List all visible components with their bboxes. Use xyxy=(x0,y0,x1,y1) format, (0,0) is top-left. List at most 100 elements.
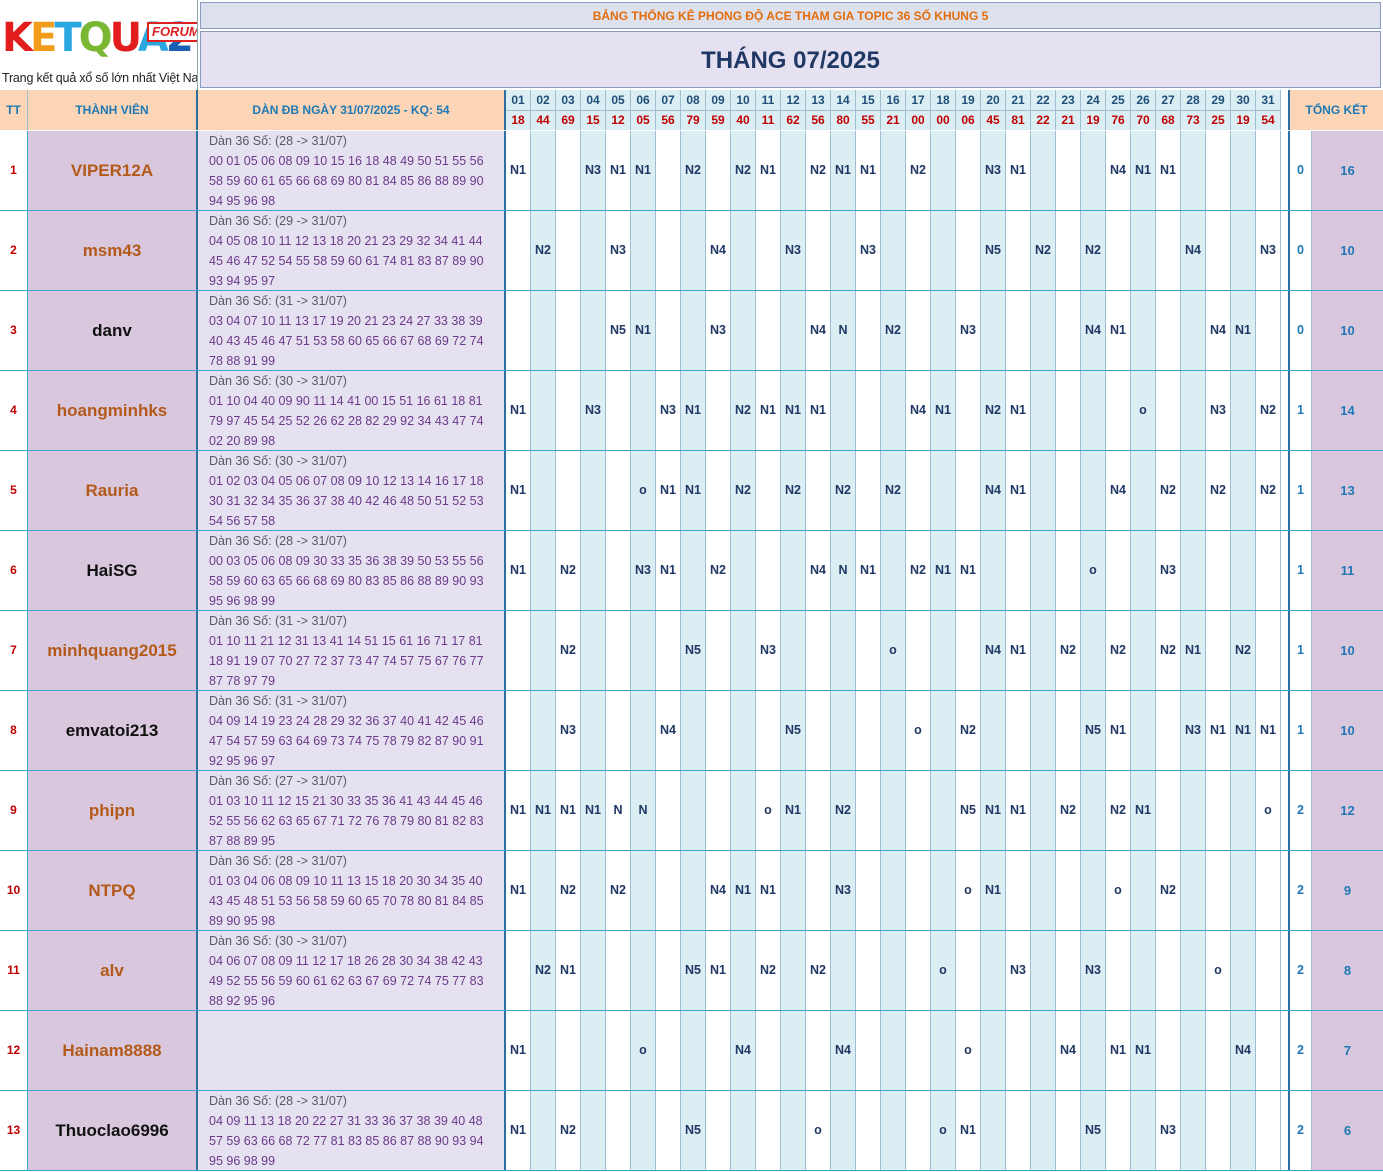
day-header: 12 xyxy=(781,90,806,110)
member-name[interactable]: msm43 xyxy=(28,211,198,290)
day-mark xyxy=(756,291,781,370)
day-mark xyxy=(1231,531,1256,610)
day-mark xyxy=(556,291,581,370)
day-result: 76 xyxy=(1106,110,1131,130)
day-mark xyxy=(956,611,981,690)
day-mark: N1 xyxy=(1006,611,1031,690)
day-mark xyxy=(1031,291,1056,370)
member-row[interactable]: 6 HaiSG Dàn 36 Số: (28 -> 31/07) 00 03 05 0… xyxy=(0,531,1383,611)
day-mark xyxy=(581,611,606,690)
member-name[interactable]: phipn xyxy=(28,771,198,850)
member-row[interactable]: 4 hoangminhks Dàn 36 Số: (30 -> 31/07) 01 1… xyxy=(0,371,1383,451)
day-mark xyxy=(856,851,881,930)
row-number: 11 xyxy=(0,931,28,1010)
member-row[interactable]: 2 msm43 Dàn 36 Số: (29 -> 31/07) 04 05 08 1… xyxy=(0,211,1383,291)
member-name[interactable]: hoangminhks xyxy=(28,371,198,450)
day-header: 22 xyxy=(1031,90,1056,110)
member-row[interactable]: 12 Hainam8888 N1 o N4 N4 o N4 N1 N1 N4 2 7 xyxy=(0,1011,1383,1091)
header-total: TỔNG KẾT xyxy=(1288,90,1383,130)
day-mark xyxy=(656,131,681,210)
day-mark xyxy=(1206,771,1231,850)
day-result: 00 xyxy=(931,110,956,130)
member-row[interactable]: 9 phipn Dàn 36 Số: (27 -> 31/07) 01 03 10 1… xyxy=(0,771,1383,851)
day-mark xyxy=(806,211,831,290)
day-result: 22 xyxy=(1031,110,1056,130)
day-header: 30 xyxy=(1231,90,1256,110)
day-mark: N3 xyxy=(1181,691,1206,770)
day-mark: N xyxy=(831,291,856,370)
day-mark xyxy=(1031,451,1056,530)
day-header: 23 xyxy=(1056,90,1081,110)
day-mark xyxy=(1181,291,1206,370)
day-mark xyxy=(1006,1011,1031,1090)
day-mark xyxy=(681,531,706,610)
member-row[interactable]: 7 minhquang2015 Dàn 36 Số: (31 -> 31/07) 01… xyxy=(0,611,1383,691)
day-header: 17 xyxy=(906,90,931,110)
day-mark: o xyxy=(906,691,931,770)
day-mark xyxy=(1056,371,1081,450)
member-row[interactable]: 8 emvatoi213 Dàn 36 Số: (31 -> 31/07) 04 09… xyxy=(0,691,1383,771)
member-name[interactable]: Hainam8888 xyxy=(28,1011,198,1090)
day-mark xyxy=(706,1011,731,1090)
day-mark: N3 xyxy=(1206,371,1231,450)
day-mark: N1 xyxy=(1006,131,1031,210)
hit-count: 2 xyxy=(1288,931,1312,1010)
member-row[interactable]: 1 VIPER12A Dàn 36 Số: (28 -> 31/07) 00 01 0… xyxy=(0,131,1383,211)
day-mark xyxy=(1106,1091,1131,1170)
hit-count: 0 xyxy=(1288,211,1312,290)
day-mark xyxy=(606,371,631,450)
member-row[interactable]: 10 NTPQ Dàn 36 Số: (28 -> 31/07) 01 03 04 0… xyxy=(0,851,1383,931)
member-numbers: Dàn 36 Số: (31 -> 31/07) 03 04 07 10 11 1… xyxy=(198,291,506,370)
day-mark xyxy=(781,931,806,1010)
day-mark xyxy=(656,611,681,690)
day-mark: N2 xyxy=(1231,611,1256,690)
day-mark: N2 xyxy=(531,931,556,1010)
day-mark xyxy=(831,931,856,1010)
hit-count: 0 xyxy=(1288,131,1312,210)
day-mark: N1 xyxy=(781,771,806,850)
member-name[interactable]: HaiSG xyxy=(28,531,198,610)
member-name[interactable]: Rauria xyxy=(28,451,198,530)
day-mark xyxy=(531,851,556,930)
member-row[interactable]: 3 danv Dàn 36 Số: (31 -> 31/07) 03 04 07 10… xyxy=(0,291,1383,371)
member-name[interactable]: NTPQ xyxy=(28,851,198,930)
day-mark: N4 xyxy=(981,451,1006,530)
day-mark: N1 xyxy=(731,851,756,930)
day-mark: N1 xyxy=(781,371,806,450)
day-mark xyxy=(1181,771,1206,850)
day-header: 13 xyxy=(806,90,831,110)
day-mark xyxy=(1006,291,1031,370)
member-row[interactable]: 5 Rauria Dàn 36 Số: (30 -> 31/07) 01 02 03 … xyxy=(0,451,1383,531)
day-mark: N1 xyxy=(956,531,981,610)
day-mark xyxy=(1056,1091,1081,1170)
member-name[interactable]: VIPER12A xyxy=(28,131,198,210)
day-mark: N1 xyxy=(1106,691,1131,770)
day-result: 81 xyxy=(1006,110,1031,130)
dan-label: Dàn 36 Số: (31 -> 31/07) xyxy=(209,294,347,308)
day-mark: N3 xyxy=(581,371,606,450)
dan-label: Dàn 36 Số: (28 -> 31/07) xyxy=(209,854,347,868)
day-mark: N4 xyxy=(706,211,731,290)
member-numbers: Dàn 36 Số: (30 -> 31/07) 01 10 04 40 09 9… xyxy=(198,371,506,450)
day-mark xyxy=(1106,531,1131,610)
member-name[interactable]: alv xyxy=(28,931,198,1010)
member-name[interactable]: Thuoclao6996 xyxy=(28,1091,198,1170)
day-mark xyxy=(731,771,756,850)
forum-logo[interactable]: KETQUA2 FORUM Trang kết quả xổ số lớn nh… xyxy=(0,0,198,90)
day-mark: o xyxy=(931,1091,956,1170)
member-row[interactable]: 11 alv Dàn 36 Số: (30 -> 31/07) 04 06 07 08… xyxy=(0,931,1383,1011)
day-mark: N1 xyxy=(756,371,781,450)
total-score: 10 xyxy=(1312,611,1383,690)
hit-count: 1 xyxy=(1288,691,1312,770)
day-mark: N1 xyxy=(706,931,731,1010)
member-name[interactable]: danv xyxy=(28,291,198,370)
day-mark xyxy=(606,531,631,610)
day-mark xyxy=(606,611,631,690)
member-name[interactable]: minhquang2015 xyxy=(28,611,198,690)
day-result: 70 xyxy=(1131,110,1156,130)
day-mark xyxy=(1131,291,1156,370)
member-name[interactable]: emvatoi213 xyxy=(28,691,198,770)
day-mark: o xyxy=(956,851,981,930)
member-row[interactable]: 13 Thuoclao6996 Dàn 36 Số: (28 -> 31/07) 04… xyxy=(0,1091,1383,1171)
day-mark xyxy=(981,691,1006,770)
